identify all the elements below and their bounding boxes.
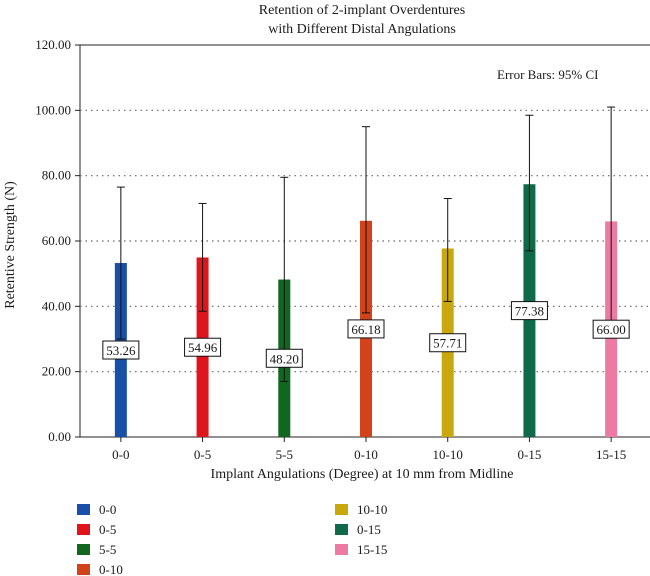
- x-tick-label-0-15: 0-15: [518, 447, 542, 462]
- y-axis-title: Retentive Strength (N): [3, 181, 18, 309]
- x-tick-label-15-15: 15-15: [596, 447, 626, 462]
- legend-label-0-5: 0-5: [99, 522, 116, 537]
- legend-label-10-10: 10-10: [357, 502, 387, 517]
- x-tick-label-10-10: 10-10: [433, 447, 463, 462]
- y-tick-label: 60.00: [42, 233, 71, 248]
- x-tick-label-5-5: 5-5: [276, 447, 293, 462]
- legend-swatch-5-5: [77, 544, 90, 555]
- legend-label-0-10: 0-10: [99, 562, 123, 576]
- legend-swatch-15-15: [335, 544, 348, 555]
- data-label-box-0-10: [347, 319, 385, 339]
- legend-label-0-15: 0-15: [357, 522, 381, 537]
- x-tick-label-0-5: 0-5: [194, 447, 211, 462]
- error-bars: [116, 106, 616, 382]
- data-label-0-0: 53.26: [106, 343, 136, 358]
- ci-annotation: Error Bars: 95% CI: [497, 67, 598, 82]
- data-label-box-0-5: [184, 337, 222, 357]
- x-axis-title: Implant Angulations (Degree) at 10 mm fr…: [211, 467, 514, 482]
- legend: 0-0 0-5 5-5 0-10 10-10 0-15 15-15: [77, 502, 387, 576]
- x-tick-label-0-10: 0-10: [354, 447, 378, 462]
- legend-label-5-5: 5-5: [99, 542, 116, 557]
- y-tick-label: 120.00: [35, 37, 71, 52]
- data-label-box-15-15: [592, 319, 630, 339]
- y-tick-label: 0.00: [48, 429, 71, 444]
- legend-label-15-15: 15-15: [357, 542, 387, 557]
- y-axis-ticks: 0.00 20.00 40.00 60.00 80.00 100.00 120.00: [35, 37, 80, 444]
- data-label-15-15: 66.00: [597, 322, 626, 337]
- y-tick-label: 20.00: [42, 364, 71, 379]
- chart-title-line-1: Retention of 2-implant Overdentures: [259, 3, 465, 18]
- data-label-0-15: 77.38: [515, 304, 544, 319]
- data-label-0-10: 66.18: [351, 322, 380, 337]
- y-tick-label: 80.00: [42, 168, 71, 183]
- x-axis-ticks: 0-0 0-5 5-5 0-10 10-10 0-15 15-15: [112, 437, 626, 462]
- y-tick-label: 40.00: [42, 298, 71, 313]
- legend-swatch-0-5: [77, 524, 90, 535]
- data-label-box-10-10: [429, 333, 467, 353]
- data-labels: 53.26 54.96 48.20 66.18 57.71 77.38 66.00: [102, 301, 630, 368]
- chart-title-line-2: with Different Distal Angulations: [268, 22, 456, 37]
- data-label-10-10: 57.71: [433, 336, 462, 351]
- legend-swatch-10-10: [335, 504, 348, 515]
- data-label-5-5: 48.20: [270, 351, 299, 366]
- data-label-box-0-0: [102, 340, 140, 360]
- legend-label-0-0: 0-0: [99, 502, 116, 517]
- legend-swatch-0-0: [77, 504, 90, 515]
- data-label-box-5-5: [265, 348, 303, 368]
- legend-swatch-0-15: [335, 524, 348, 535]
- data-label-0-5: 54.96: [188, 340, 218, 355]
- y-tick-label: 100.00: [35, 102, 71, 117]
- x-tick-label-0-0: 0-0: [112, 447, 129, 462]
- legend-swatch-0-10: [77, 564, 90, 575]
- data-label-box-0-15: [510, 301, 548, 321]
